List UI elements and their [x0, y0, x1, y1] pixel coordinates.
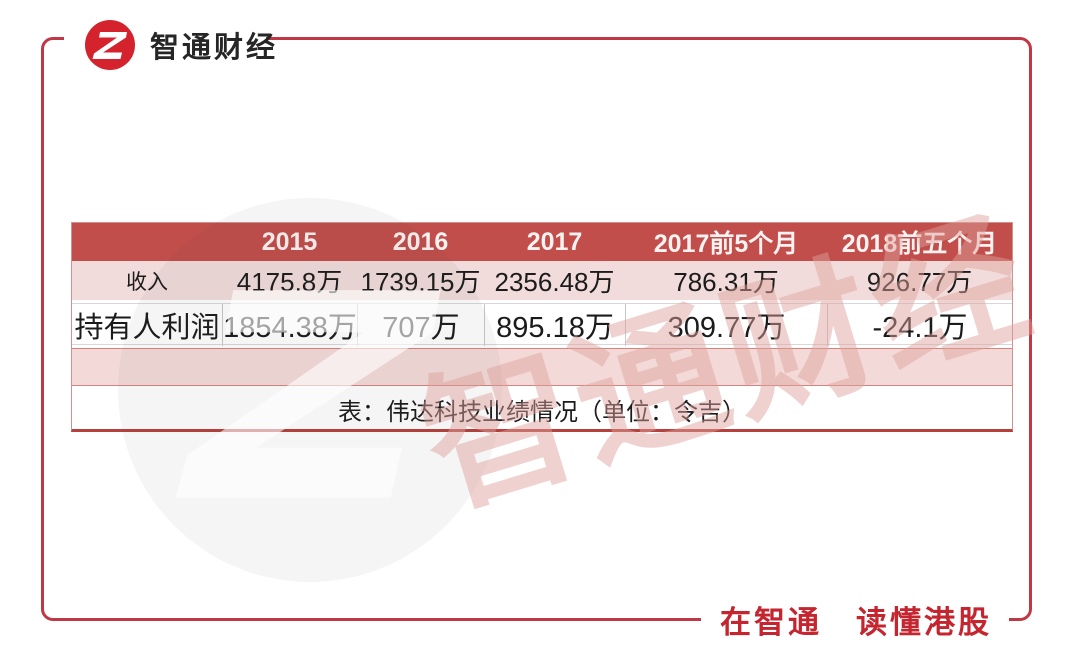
header-cell-2017-5m: 2017前5个月	[653, 230, 799, 258]
table-caption-row: 表：伟达科技业绩情况（单位：令吉）	[72, 389, 1012, 429]
header-cell-2017: 2017	[526, 227, 583, 256]
table-row-holder-profit: 持有人利润 1854.38万 707万 895.18万 309.77万 -24.…	[72, 303, 1012, 346]
table-cell: 707万	[357, 304, 484, 346]
row-label: 持有人利润	[74, 312, 220, 344]
table-row-revenue: 收入 4175.8万 1739.15万 2356.48万 786.31万 926…	[72, 261, 1012, 300]
row-divider	[72, 300, 1012, 303]
header-cell-2016: 2016	[392, 227, 449, 256]
footer-slogan: 在智通 读懂港股	[720, 605, 992, 640]
header-cell-2015: 2015	[261, 227, 318, 256]
table-header-row: 2015 2016 2017 2017前5个月 2018前五个月	[72, 223, 1012, 261]
brand-header: 智通财经	[85, 20, 278, 70]
table-cell: 4175.8万	[236, 267, 343, 297]
row-label: 收入	[126, 270, 168, 294]
frame-gap-bottom	[701, 611, 1009, 626]
table-cell: 309.77万	[625, 304, 827, 346]
performance-table: 2015 2016 2017 2017前5个月 2018前五个月 收入 4175…	[71, 222, 1013, 432]
header-cell-2018-5m: 2018前五个月	[841, 230, 998, 258]
table-cell: 1854.38万	[222, 304, 357, 346]
row-divider	[72, 345, 1012, 348]
table-empty-row	[72, 348, 1012, 386]
table-cell: 926.77万	[866, 267, 973, 297]
zhitong-logo-icon	[85, 20, 135, 70]
table-cell: 895.18万	[484, 304, 625, 346]
table-caption: 表：伟达科技业绩情况（单位：令吉）	[338, 398, 746, 426]
decorative-frame	[41, 37, 1032, 621]
brand-name: 智通财经	[150, 32, 279, 64]
table-cell: 1739.15万	[360, 267, 481, 297]
table-cell: -24.1万	[827, 304, 1012, 346]
header-cell-label	[72, 223, 222, 261]
table-cell: 786.31万	[673, 267, 779, 297]
row-divider	[72, 386, 1012, 389]
table-cell: 2356.48万	[494, 267, 615, 297]
